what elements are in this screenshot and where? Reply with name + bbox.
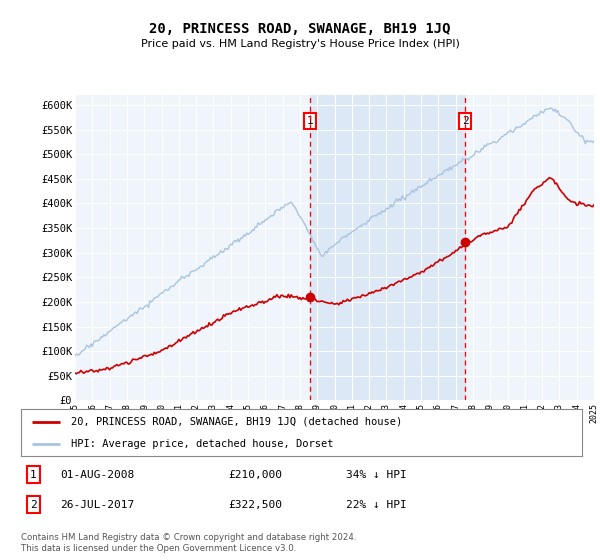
Text: 26-JUL-2017: 26-JUL-2017 bbox=[60, 500, 134, 510]
Text: 2: 2 bbox=[30, 500, 37, 510]
Text: £322,500: £322,500 bbox=[229, 500, 283, 510]
Text: 2: 2 bbox=[462, 116, 469, 126]
Text: Price paid vs. HM Land Registry's House Price Index (HPI): Price paid vs. HM Land Registry's House … bbox=[140, 39, 460, 49]
Text: 20, PRINCESS ROAD, SWANAGE, BH19 1JQ: 20, PRINCESS ROAD, SWANAGE, BH19 1JQ bbox=[149, 22, 451, 36]
Text: 01-AUG-2008: 01-AUG-2008 bbox=[60, 470, 134, 479]
Text: 34% ↓ HPI: 34% ↓ HPI bbox=[346, 470, 407, 479]
Text: Contains HM Land Registry data © Crown copyright and database right 2024.
This d: Contains HM Land Registry data © Crown c… bbox=[21, 533, 356, 553]
Bar bbox=[310, 95, 465, 400]
Text: £210,000: £210,000 bbox=[229, 470, 283, 479]
Text: 1: 1 bbox=[307, 116, 313, 126]
Text: 20, PRINCESS ROAD, SWANAGE, BH19 1JQ (detached house): 20, PRINCESS ROAD, SWANAGE, BH19 1JQ (de… bbox=[71, 417, 403, 427]
Text: HPI: Average price, detached house, Dorset: HPI: Average price, detached house, Dors… bbox=[71, 438, 334, 449]
Text: 22% ↓ HPI: 22% ↓ HPI bbox=[346, 500, 407, 510]
Text: 1: 1 bbox=[30, 470, 37, 479]
